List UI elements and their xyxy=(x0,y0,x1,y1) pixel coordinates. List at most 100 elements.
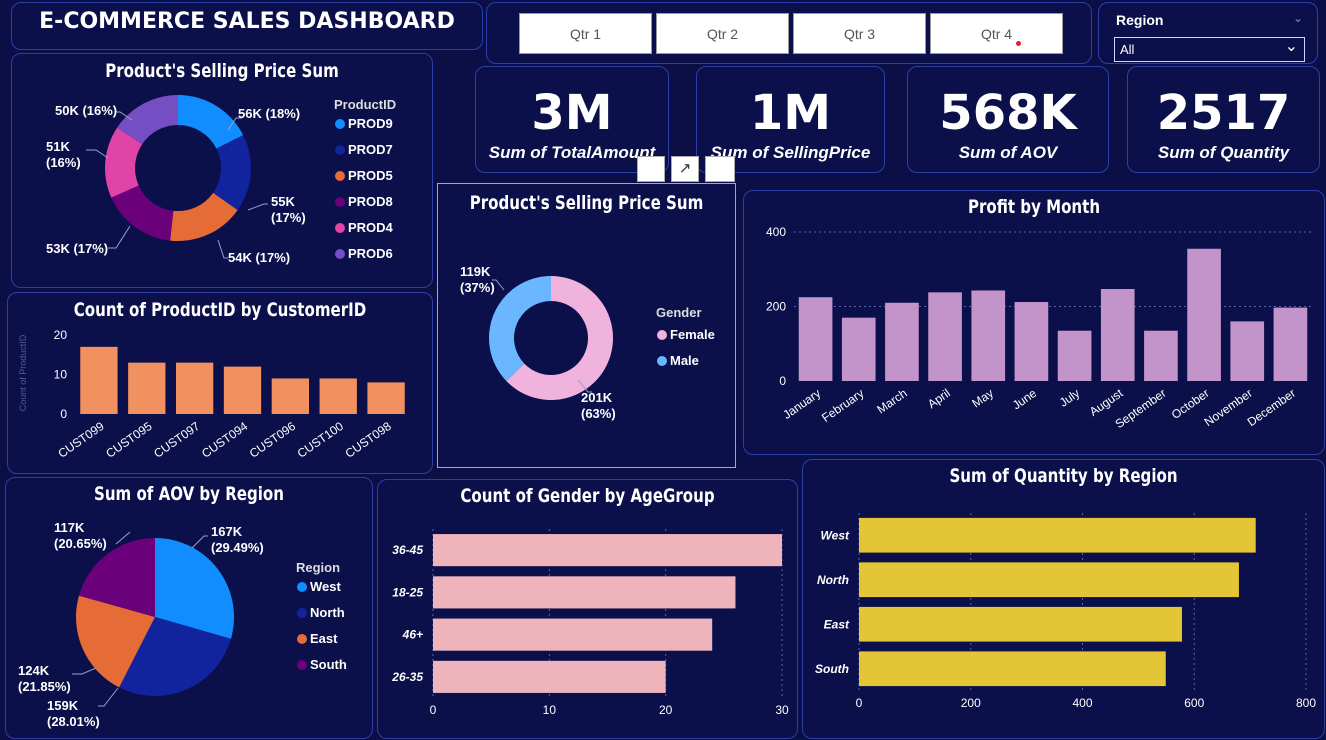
data-label: 159K xyxy=(47,698,79,713)
y-tick-label: 0 xyxy=(60,407,67,421)
x-tick-label: February xyxy=(819,386,866,425)
visual-header-toolbar: ↗ xyxy=(637,156,735,182)
x-tick-label: May xyxy=(969,386,996,410)
x-tick-label: April xyxy=(925,386,953,411)
chevron-down-icon[interactable]: ⌄ xyxy=(1292,11,1303,25)
bar xyxy=(1014,302,1049,381)
page-title: E-COMMERCE SALES DASHBOARD xyxy=(39,9,455,34)
bar xyxy=(175,362,214,414)
x-tick-label: CUST098 xyxy=(343,419,394,461)
leader-line xyxy=(492,279,505,291)
legend-item: East xyxy=(310,631,338,646)
aov-region-chart: 167K(29.49%) 159K(28.01%) 124K(21.85%) 117K… xyxy=(18,520,347,729)
x-tick-label: CUST095 xyxy=(103,419,154,461)
bar xyxy=(1230,321,1265,381)
data-label: 55K xyxy=(271,194,295,209)
gender-age-card: Count of Gender by AgeGroup 0 10 20 30 36-45… xyxy=(377,479,798,739)
data-label: 56K (18%) xyxy=(238,106,300,121)
x-tick-label: 600 xyxy=(1184,696,1204,710)
x-tick-label: 30 xyxy=(775,703,789,717)
bar xyxy=(859,562,1239,598)
bar xyxy=(885,302,919,381)
y-tick-label: 10 xyxy=(54,368,68,382)
bar xyxy=(859,517,1256,553)
data-label: (37%) xyxy=(460,280,495,295)
quarter-slicer: Qtr 1 Qtr 2 Qtr 3 Qtr 4 xyxy=(486,2,1092,64)
title-card: E-COMMERCE SALES DASHBOARD xyxy=(11,2,483,50)
legend-marker xyxy=(297,582,307,592)
bar xyxy=(798,297,833,381)
legend-item: North xyxy=(310,605,345,620)
legend-marker xyxy=(297,634,307,644)
data-label: (17%) xyxy=(271,210,306,225)
kpi-total-amount: 3M Sum of TotalAmount xyxy=(475,66,669,173)
filter-icon[interactable] xyxy=(637,156,665,182)
y-tick-label: West xyxy=(821,528,850,542)
bar xyxy=(859,651,1166,687)
more-options-icon[interactable] xyxy=(705,156,735,182)
pie-slice xyxy=(155,538,234,639)
pie-slice xyxy=(104,127,143,198)
bar xyxy=(1100,288,1135,381)
legend-title: Gender xyxy=(656,305,702,320)
kpi-selling-price: 1M Sum of SellingPrice xyxy=(696,66,885,173)
data-label: 50K (16%) xyxy=(55,103,117,118)
data-label: 53K (17%) xyxy=(46,241,108,256)
data-label: (16%) xyxy=(46,155,81,170)
bar xyxy=(928,292,962,381)
legend-marker xyxy=(335,171,345,181)
qty-region-chart: 0 200 400 600 800 West North East South xyxy=(815,513,1316,710)
x-tick-label: CUST097 xyxy=(151,419,202,461)
bar xyxy=(1057,330,1092,381)
leader-line xyxy=(116,111,133,121)
region-dropdown-value: All xyxy=(1120,42,1135,57)
region-filter-label: Region xyxy=(1116,12,1164,28)
legend-title: ProductID xyxy=(334,97,396,112)
qtr-1-button[interactable]: Qtr 1 xyxy=(519,13,652,54)
aov-region-card: Sum of AOV by Region 167K (29.49%) 159K (28… xyxy=(5,477,373,739)
legend-item: PROD4 xyxy=(348,220,394,235)
bar xyxy=(971,290,1006,381)
bar xyxy=(859,606,1182,642)
y-tick-label: 20 xyxy=(54,328,68,342)
leader-line xyxy=(86,149,109,159)
data-label: (63%) xyxy=(581,406,616,421)
leader-line xyxy=(227,117,242,131)
legend-marker xyxy=(297,660,307,670)
legend-item: PROD9 xyxy=(348,116,393,131)
data-label: 124K xyxy=(18,663,50,678)
y-tick-label: 0 xyxy=(779,374,786,388)
pie-slice xyxy=(506,276,613,400)
pie-slice xyxy=(213,135,251,211)
qtr-3-button[interactable]: Qtr 3 xyxy=(793,13,926,54)
x-tick-label: 10 xyxy=(543,703,557,717)
y-tick-label: 36-45 xyxy=(392,543,423,557)
x-tick-label: CUST099 xyxy=(55,419,106,461)
leader-line xyxy=(217,239,228,259)
leader-line xyxy=(108,225,131,249)
kpi-label: Sum of TotalAmount xyxy=(488,143,656,162)
x-tick-label: 0 xyxy=(430,703,437,717)
data-label: (28.01%) xyxy=(47,714,100,729)
region-dropdown[interactable]: All ⌄ xyxy=(1114,37,1305,62)
data-label: (29.49%) xyxy=(211,540,264,555)
chart-title: Sum of AOV by Region xyxy=(94,483,284,505)
legend-marker xyxy=(335,249,345,259)
qtr-4-button[interactable]: Qtr 4 xyxy=(930,13,1063,54)
pie-slice xyxy=(78,538,155,617)
leader-line xyxy=(98,687,119,707)
y-tick-label: 26-35 xyxy=(391,670,423,684)
chart-title: Product's Selling Price Sum xyxy=(105,60,339,82)
focus-mode-icon[interactable]: ↗ xyxy=(671,156,699,182)
x-tick-label: January xyxy=(780,386,823,422)
legend-item: PROD7 xyxy=(348,142,393,157)
customer-bar-card: Count of ProductID by CustomerID Count o… xyxy=(7,292,433,474)
bar xyxy=(80,346,118,414)
qtr-2-button[interactable]: Qtr 2 xyxy=(656,13,789,54)
x-tick-label: June xyxy=(1010,386,1040,413)
data-label: 117K xyxy=(54,520,85,535)
qty-region-card: Sum of Quantity by Region 0 200 400 600 800 W… xyxy=(802,459,1325,739)
pie-slice xyxy=(178,95,244,149)
data-label: 54K (17%) xyxy=(228,250,290,265)
data-label: 119K xyxy=(460,264,491,279)
